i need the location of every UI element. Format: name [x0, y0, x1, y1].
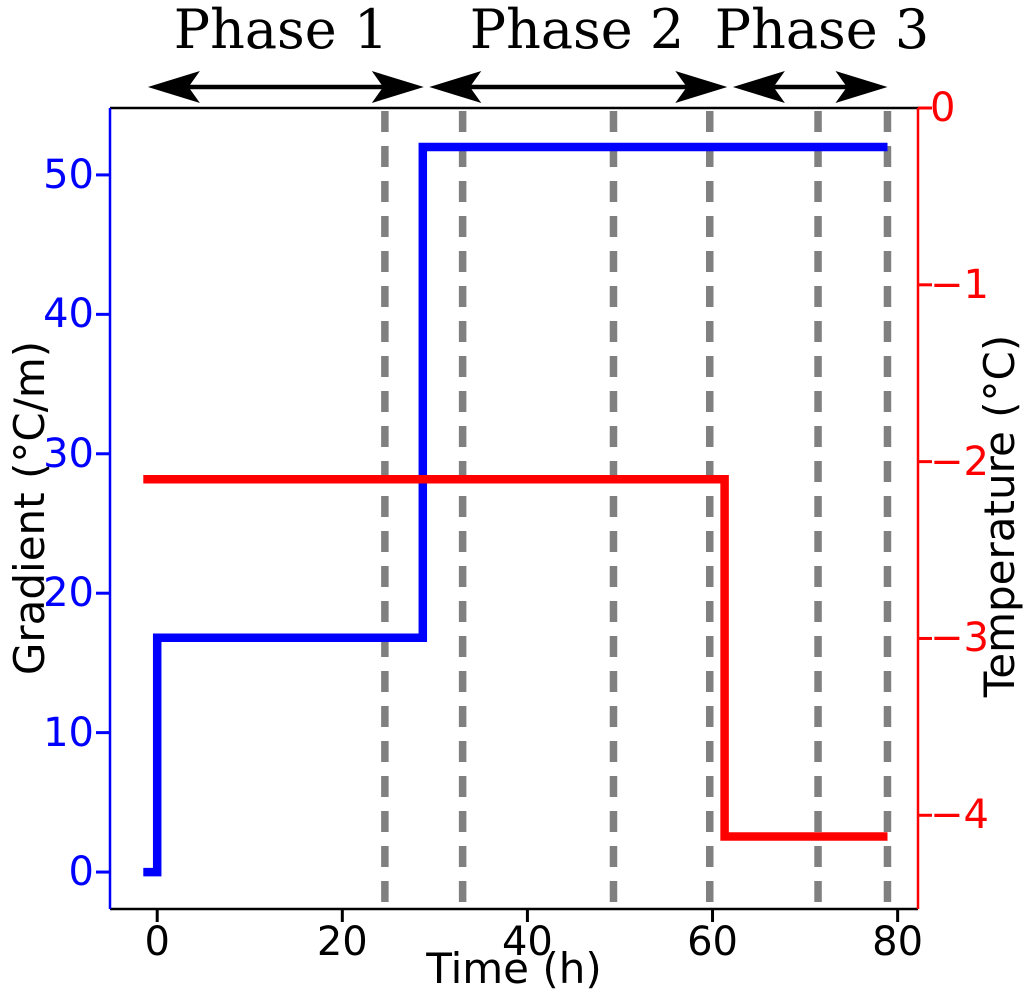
- x-tick-label-20: 20: [316, 919, 368, 965]
- right-tick-label-−1: −1: [930, 261, 989, 308]
- left-tick-label-30: 30: [43, 430, 94, 477]
- phase-1-label: Phase 1: [173, 0, 389, 61]
- axes-spines: [108, 106, 920, 911]
- left-tick-label-10: 10: [43, 709, 94, 756]
- x-tick-label-80: 80: [872, 919, 924, 965]
- phase-boundary-vlines: [381, 111, 892, 908]
- x-tick-label-60: 60: [687, 919, 738, 965]
- temperature-line: [143, 475, 888, 841]
- tick-marks: [96, 106, 932, 922]
- right-tick-label-−3: −3: [930, 615, 989, 662]
- phase-arrow-head: [371, 71, 424, 103]
- x-tick-label-0: 0: [144, 919, 170, 965]
- phase-arrow-head: [429, 71, 482, 103]
- phase-arrow-head: [675, 71, 728, 103]
- gradient-line: [143, 142, 888, 877]
- x-tick-label-40: 40: [501, 919, 553, 965]
- phase-arrow-head: [835, 71, 888, 103]
- left-axis-label: Gradient (°C/m): [5, 340, 54, 676]
- phase-arrows: [147, 71, 888, 103]
- left-tick-label-20: 20: [43, 570, 94, 617]
- right-tick-label-−2: −2: [930, 438, 989, 485]
- data-series: [143, 142, 888, 877]
- phase-arrow-head: [147, 71, 200, 103]
- phase-2-label: Phase 2: [469, 0, 685, 61]
- left-tick-label-50: 50: [43, 151, 94, 198]
- left-tick-label-0: 0: [68, 849, 94, 896]
- x-axis-label: Time (h): [426, 944, 602, 993]
- phase-3-label: Phase 3: [714, 0, 930, 61]
- right-tick-label-−4: −4: [930, 792, 989, 839]
- phase-arrow-head: [732, 71, 785, 103]
- right-tick-label-0: 0: [930, 85, 956, 131]
- left-tick-label-40: 40: [43, 291, 94, 338]
